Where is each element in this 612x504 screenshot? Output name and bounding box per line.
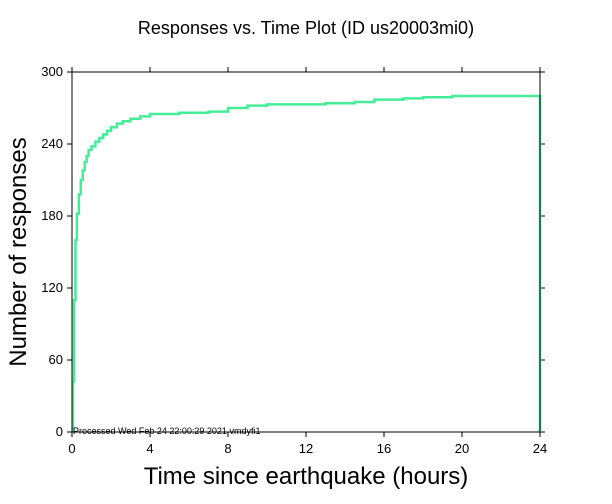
- processed-stamp: Processed Wed Feb 24 22:00:29 2021 vmdyf…: [73, 426, 260, 436]
- y-tick-label: 180: [41, 208, 63, 223]
- axis-ticks: [67, 67, 545, 437]
- x-tick-label: 16: [377, 441, 391, 456]
- x-axis-label: Time since earthquake (hours): [144, 463, 469, 490]
- x-tick-label: 20: [455, 441, 469, 456]
- y-axis-label: Number of responses: [5, 137, 32, 366]
- x-tick-label: 24: [533, 441, 547, 456]
- x-tick-label: 8: [224, 441, 231, 456]
- plot-frame: [71, 71, 541, 433]
- y-tick-label: 120: [41, 280, 63, 295]
- series-line: [71, 94, 542, 434]
- y-tick-label: 300: [41, 64, 63, 79]
- x-tick-label: 12: [299, 441, 313, 456]
- y-tick-label: 240: [41, 136, 63, 151]
- y-tick-label: 0: [56, 424, 63, 439]
- x-tick-label: 4: [146, 441, 153, 456]
- chart-title: Responses vs. Time Plot (ID us20003mi0): [138, 18, 474, 38]
- y-tick-label: 60: [49, 352, 63, 367]
- x-tick-label: 0: [68, 441, 75, 456]
